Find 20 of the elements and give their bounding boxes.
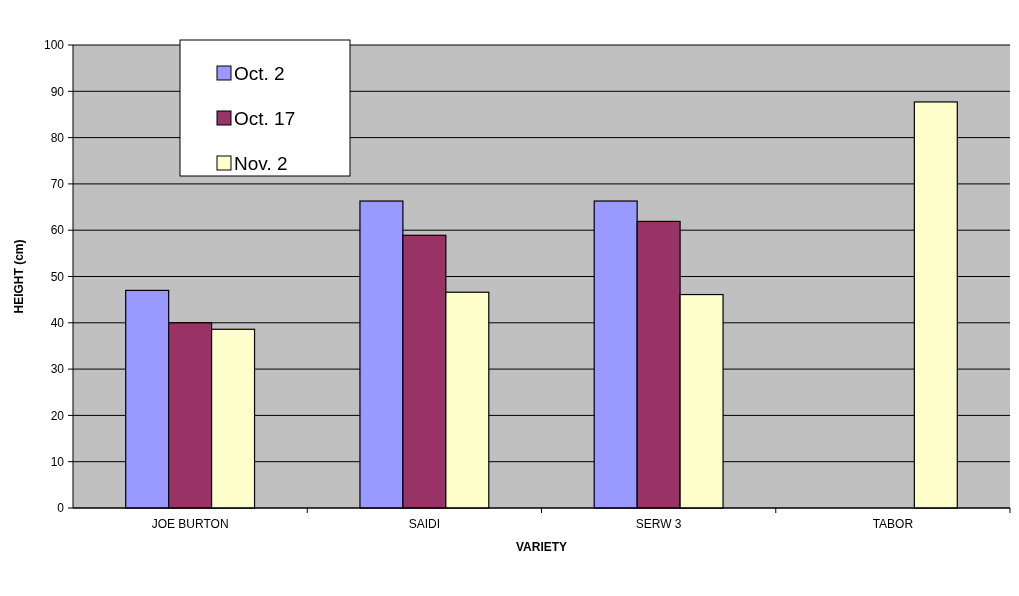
x-tick-label: JOE BURTON [151, 517, 229, 531]
legend-label: Oct. 2 [234, 62, 285, 84]
x-tick-label: TABOR [872, 517, 914, 531]
y-tick-label: 70 [50, 177, 65, 192]
y-axis-title: HEIGHT (cm) [12, 239, 26, 314]
y-tick-label: 10 [50, 454, 65, 469]
y-tick-label: 100 [43, 38, 65, 53]
y-tick-label: 60 [50, 223, 65, 238]
x-tick-label: SERW 3 [635, 517, 682, 531]
y-tick-label: 80 [50, 130, 65, 145]
y-tick-label: 20 [50, 408, 65, 423]
y-tick-label: 40 [50, 316, 65, 330]
y-tick-label: 0 [57, 501, 65, 516]
legend-label: Nov. 2 [234, 152, 288, 174]
y-tick-label: 90 [50, 84, 65, 99]
legend-label: Oct. 17 [234, 107, 296, 129]
x-axis-title: VARIETY [515, 540, 568, 554]
y-tick-label: 30 [50, 362, 65, 377]
y-tick-label: 50 [50, 269, 65, 284]
x-tick-label: SAIDI [408, 517, 441, 531]
